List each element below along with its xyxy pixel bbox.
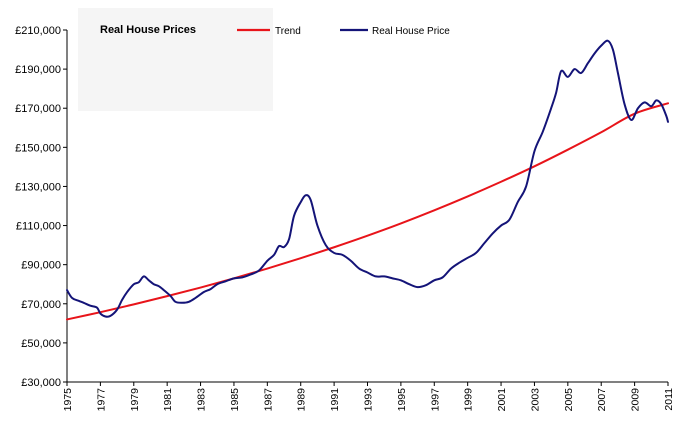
y-tick-label: £170,000 — [15, 103, 61, 115]
trend-line — [66, 102, 669, 321]
legend-trend-label: Trend — [275, 26, 301, 37]
y-tick-label: £130,000 — [15, 181, 61, 193]
y-tick-label: £70,000 — [21, 299, 61, 311]
y-tick-label: £90,000 — [21, 260, 61, 272]
title-panel — [78, 8, 273, 111]
x-tick-label: 1997 — [429, 388, 441, 412]
y-axis-ticks: £30,000 £50,000 £70,000 £90,000 £110,000 £130… — [15, 25, 67, 389]
x-tick-label: 1977 — [95, 388, 107, 412]
x-tick-label: 1983 — [196, 388, 208, 412]
x-tick-label: 2011 — [663, 388, 675, 411]
x-tick-label: 1975 — [62, 388, 74, 412]
x-tick-label: 1995 — [396, 388, 408, 412]
legend-real-price-label: Real House Price — [372, 26, 450, 37]
chart-title: Real House Prices — [100, 24, 196, 36]
y-tick-label: £210,000 — [15, 25, 61, 37]
series-layer — [66, 39, 669, 321]
x-tick-label: 1981 — [162, 388, 174, 412]
y-tick-label: £30,000 — [21, 377, 61, 389]
x-tick-label: 2005 — [563, 388, 575, 412]
y-tick-label: £50,000 — [21, 338, 61, 350]
y-tick-label: £190,000 — [15, 64, 61, 76]
y-tick-label: £110,000 — [16, 221, 61, 233]
y-tick-label: £150,000 — [15, 142, 61, 154]
x-tick-label: 2001 — [496, 388, 508, 412]
x-tick-label: 1993 — [363, 388, 375, 412]
x-tick-label: 1985 — [229, 388, 241, 412]
x-tick-label: 1989 — [296, 388, 308, 412]
x-tick-label: 1979 — [129, 388, 141, 412]
x-tick-label: 2003 — [529, 388, 541, 412]
x-tick-label: 1999 — [463, 388, 475, 412]
x-tick-label: 1987 — [262, 388, 274, 412]
x-axis-ticks: 1975 1977 1979 1981 1983 1985 1987 1989 1991 1993… — [62, 382, 675, 411]
x-tick-label: 2007 — [596, 388, 608, 412]
legend: Trend Real House Price — [237, 26, 450, 37]
real-house-price-line — [66, 39, 669, 318]
x-tick-label: 2009 — [630, 388, 642, 412]
x-tick-label: 1991 — [329, 388, 341, 412]
